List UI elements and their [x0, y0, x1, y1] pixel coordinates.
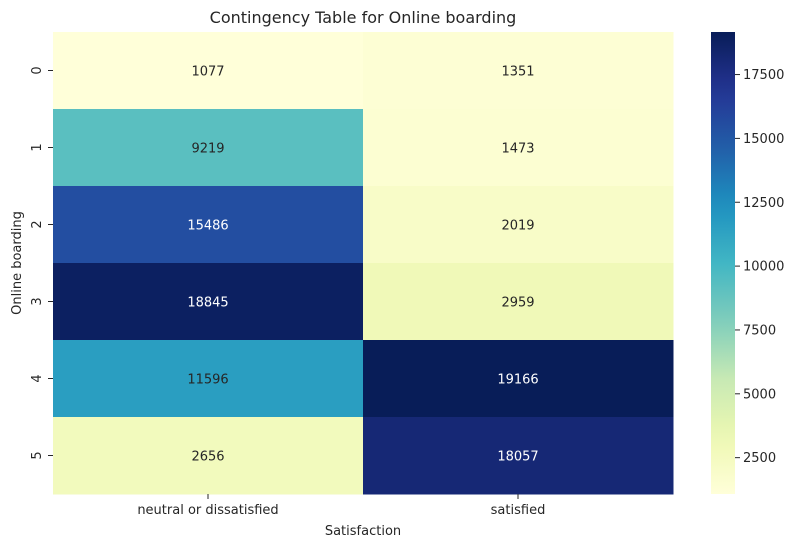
heatmap-cell — [363, 340, 674, 418]
cell-value-label: 2959 — [501, 296, 534, 311]
cell-value-label: 18057 — [497, 450, 538, 465]
colorbar: 2500 5000 7500 10000 12500 15000 17500 — [711, 32, 784, 494]
x-axis-label: Satisfaction — [325, 524, 401, 539]
heatmap-cell — [53, 417, 364, 495]
colorbar-gradient — [711, 32, 735, 494]
cell-value-label: 1351 — [501, 65, 534, 80]
colorbar-tick-label: 5000 — [743, 387, 776, 402]
y-tick-label: 0 — [30, 66, 45, 74]
colorbar-tick-label: 2500 — [743, 451, 776, 466]
y-tick-label: 4 — [30, 374, 45, 382]
chart-title: Contingency Table for Online boarding — [210, 8, 517, 27]
heatmap-cell — [53, 186, 364, 264]
y-tick-label: 2 — [30, 220, 45, 228]
cell-value-label: 1473 — [501, 142, 534, 157]
heatmap-cell — [53, 32, 364, 110]
colorbar-tick-label: 12500 — [743, 196, 784, 211]
cell-value-label: 19166 — [497, 373, 538, 388]
colorbar-tick-label: 17500 — [743, 68, 784, 83]
heatmap-cell — [53, 109, 364, 187]
cell-value-label: 15486 — [187, 219, 228, 234]
heatmap-cell — [363, 417, 674, 495]
x-tick-label: neutral or dissatisfied — [137, 503, 278, 518]
heatmap-cell — [53, 340, 364, 418]
cell-value-label: 11596 — [187, 373, 228, 388]
y-tick-label: 3 — [30, 297, 45, 305]
y-axis-ticks: 0 1 2 3 4 5 — [30, 66, 53, 460]
heatmap-cell — [363, 263, 674, 341]
heatmap-cell — [363, 109, 674, 187]
y-tick-label: 5 — [30, 451, 45, 459]
cell-value-label: 9219 — [191, 142, 224, 157]
colorbar-tick-label: 7500 — [743, 323, 776, 338]
heatmap-cell — [363, 32, 674, 110]
cell-value-label: 1077 — [191, 65, 224, 80]
cell-value-label: 2656 — [191, 450, 224, 465]
y-tick-label: 1 — [30, 143, 45, 151]
heatmap-cell — [53, 263, 364, 341]
cell-value-label: 2019 — [501, 219, 534, 234]
y-axis-label: Online boarding — [10, 211, 25, 315]
colorbar-tick-label: 15000 — [743, 132, 784, 147]
cell-value-label: 18845 — [187, 296, 228, 311]
heatmap-cells: 1077 1351 9219 1473 15486 2019 18845 2959 11596 1… — [53, 32, 674, 495]
x-tick-label: satisfied — [491, 503, 546, 518]
colorbar-tick-label: 10000 — [743, 260, 784, 275]
heatmap-cell — [363, 186, 674, 264]
x-axis-ticks: neutral or dissatisfied satisfied — [137, 494, 545, 518]
